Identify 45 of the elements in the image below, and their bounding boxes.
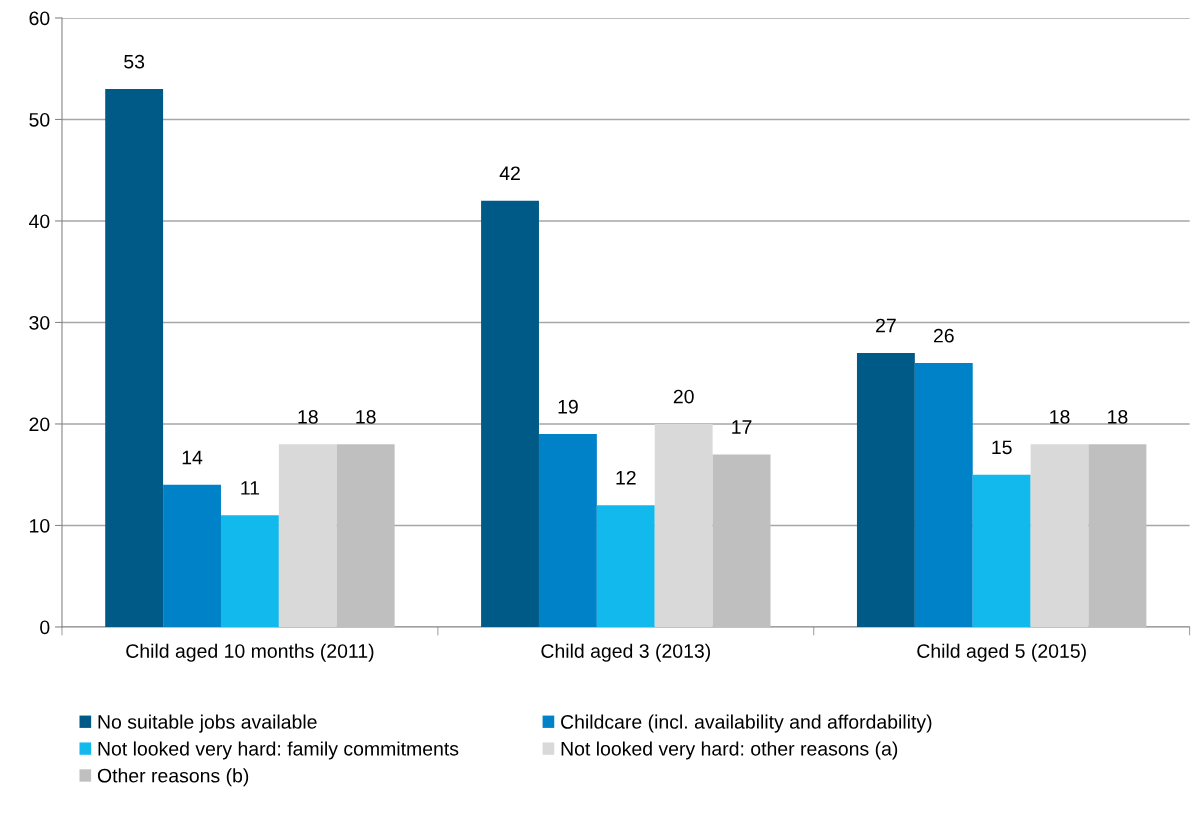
data-label: 27 [876, 318, 896, 333]
bar [712, 454, 771, 627]
data-label: 18 [298, 409, 318, 424]
data-label: 18 [1050, 409, 1070, 424]
data-label: 15 [992, 440, 1012, 455]
bar [163, 484, 221, 627]
data-label: 11 [241, 481, 260, 495]
bar [596, 505, 655, 627]
legend-label: Other reasons (b) [97, 768, 249, 787]
data-label: 18 [1108, 409, 1128, 424]
data-label: 19 [558, 399, 578, 414]
bar [481, 200, 539, 627]
data-label: 17 [732, 420, 752, 434]
y-tick-label: 60 [29, 11, 50, 26]
bar [914, 363, 973, 627]
bar [220, 515, 279, 627]
y-tick-label: 10 [30, 518, 50, 533]
data-label: 42 [499, 166, 520, 180]
legend-label: Not looked very hard: family commitments [98, 741, 459, 760]
legend-label: Childcare (incl. availability and affordability) [561, 714, 932, 733]
data-label: 18 [356, 409, 376, 424]
bar [1088, 444, 1147, 627]
bar [972, 474, 1031, 627]
legend-label: No suitable jobs available [98, 714, 317, 733]
data-label: 20 [673, 389, 694, 404]
y-tick-label: 40 [29, 214, 50, 229]
y-tick-label: 30 [29, 315, 50, 330]
bar [538, 434, 597, 627]
y-tick-label: 50 [29, 112, 50, 127]
data-label: 26 [933, 328, 954, 343]
bar [654, 423, 713, 627]
y-tick-label: 20 [29, 417, 50, 432]
x-tick-label: Child aged 3 (2013) [541, 643, 710, 662]
bar [278, 444, 337, 627]
x-tick-label: Child aged 5 (2015) [917, 643, 1086, 662]
x-tick-label: Child aged 10 months (2011) [126, 643, 374, 662]
data-label: 12 [616, 470, 636, 485]
data-label: 14 [182, 450, 203, 465]
y-tick-label: 0 [40, 620, 50, 635]
data-label: 53 [124, 54, 145, 69]
bar [336, 444, 395, 627]
bar [105, 89, 164, 627]
bar [856, 352, 915, 627]
bar [1030, 444, 1089, 627]
legend-label: Not looked very hard: other reasons (a) [561, 741, 898, 760]
